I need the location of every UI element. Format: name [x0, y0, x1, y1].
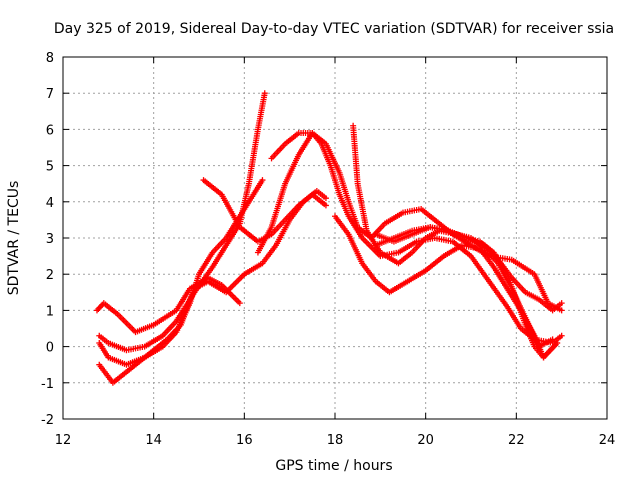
x-tick-label: 16 [236, 433, 253, 448]
series-arc-b [96, 90, 268, 354]
y-tick-label: 5 [46, 160, 54, 175]
data-point [558, 300, 565, 307]
x-tick-label: 14 [145, 433, 162, 448]
y-tick-label: 0 [46, 341, 54, 356]
y-tick-label: -1 [41, 377, 54, 392]
data-point [554, 339, 561, 346]
data-point [259, 177, 266, 184]
series-arc-k [372, 224, 561, 361]
y-tick-label: 8 [46, 51, 54, 66]
x-tick-label: 20 [417, 433, 434, 448]
y-axis-title: SDTVAR / TECUs [6, 181, 22, 296]
x-tick-label: 24 [599, 433, 616, 448]
y-tick-label: 3 [46, 232, 54, 247]
y-tick-label: 4 [46, 196, 54, 211]
data-point [549, 336, 556, 343]
data-point [558, 332, 565, 339]
y-tick-label: -2 [41, 413, 54, 428]
x-axis-ticks: 12 14 16 18 20 22 24 [55, 57, 616, 448]
x-axis-title: GPS time / hours [275, 458, 392, 474]
data-point [261, 90, 268, 97]
plot-frame [62, 56, 608, 420]
y-tick-label: 6 [46, 123, 54, 138]
data-point [322, 195, 329, 202]
data-point [558, 307, 565, 314]
data-markers [94, 90, 565, 386]
series-arc-e [200, 177, 329, 245]
data-point [236, 300, 243, 307]
chart-title: Day 325 of 2019, Sidereal Day-to-day VTE… [54, 21, 614, 37]
data-point [322, 202, 329, 209]
x-tick-label: 22 [508, 433, 525, 448]
y-tick-label: 1 [46, 304, 54, 319]
x-tick-label: 12 [55, 433, 72, 448]
x-tick-label: 18 [327, 433, 344, 448]
y-tick-label: 7 [46, 87, 54, 102]
y-tick-label: 2 [46, 268, 54, 283]
